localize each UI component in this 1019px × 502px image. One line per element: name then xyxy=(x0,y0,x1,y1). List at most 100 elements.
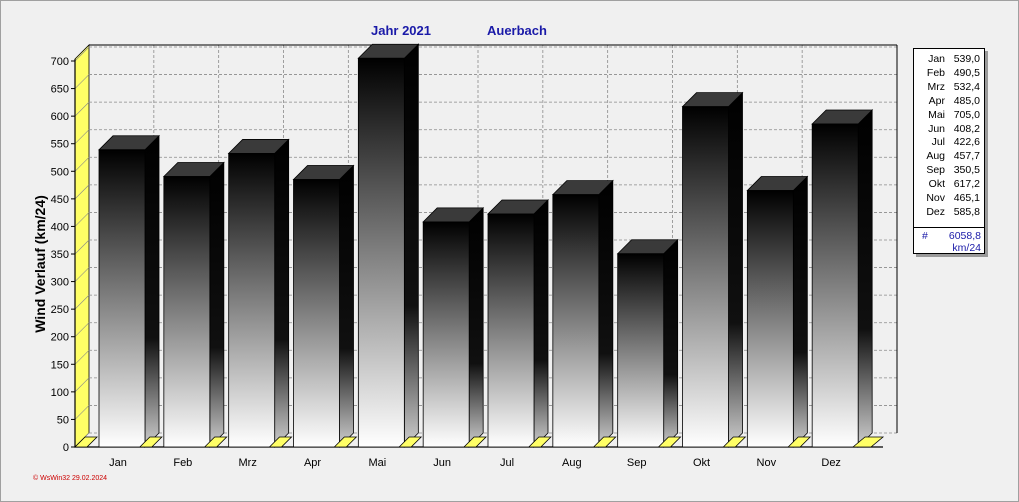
y-tick-label: 200 xyxy=(51,332,69,344)
legend-value: 485,0 xyxy=(953,94,980,107)
legend-row: Feb 490,5 xyxy=(916,67,980,81)
legend-value: 457,7 xyxy=(953,150,980,163)
floor-marker xyxy=(592,436,617,448)
y-gridline-diagonal xyxy=(74,239,90,255)
legend-row: Nov 465,1 xyxy=(916,192,980,206)
legend-row: Okt 617,2 xyxy=(916,178,980,192)
bar-aug xyxy=(552,194,600,448)
legend-value: 490,5 xyxy=(953,66,980,79)
y-gridline-diagonal xyxy=(74,74,90,89)
legend-value: 465,1 xyxy=(953,192,980,204)
x-tick-label: Aug xyxy=(562,457,582,469)
y-gridline-diagonal xyxy=(74,46,90,62)
y-tick-label: 350 xyxy=(51,249,69,261)
bar-side-jul xyxy=(533,199,549,448)
legend-total-symbol: # xyxy=(922,230,928,242)
legend-month: Aug xyxy=(926,150,945,163)
legend-value: 350,5 xyxy=(953,164,980,177)
y-gridline-diagonal xyxy=(74,350,90,365)
legend-row: Jun 408,2 xyxy=(916,123,980,137)
legend-month: Mai xyxy=(928,108,945,121)
legend-value: 617,2 xyxy=(953,178,980,191)
floor-marker xyxy=(463,436,487,448)
plot-left-wall xyxy=(74,44,90,448)
x-tick-label: Nov xyxy=(757,457,777,469)
legend-value: 408,2 xyxy=(953,122,980,135)
y-tick-label: 400 xyxy=(51,221,69,233)
legend-row: Sep 350,5 xyxy=(916,164,980,178)
floor-marker xyxy=(74,436,98,448)
x-tick-label: Feb xyxy=(173,457,192,469)
x-tick-label: Sep xyxy=(627,457,647,469)
floor-marker xyxy=(787,436,812,448)
bar-sep xyxy=(617,253,665,448)
y-gridline-diagonal xyxy=(74,101,90,117)
bar-jul xyxy=(487,213,535,448)
x-tick-label: Jun xyxy=(433,457,451,469)
legend-row: Dez 585,8 xyxy=(916,206,980,220)
bar-side-aug xyxy=(598,179,614,448)
bar-mai xyxy=(357,57,405,448)
bar-side-okt xyxy=(728,91,743,448)
bar-apr xyxy=(293,179,340,448)
x-tick-label: Dez xyxy=(821,457,841,469)
y-tick-label: 550 xyxy=(51,139,69,151)
bar-feb xyxy=(163,176,211,448)
bar-nov xyxy=(746,190,794,448)
chart-title-year: Jahr 2021 xyxy=(371,23,431,38)
legend-month: Mrz xyxy=(927,80,946,93)
bars xyxy=(74,43,885,448)
x-tick-label: Mai xyxy=(368,457,386,469)
bar-side-apr xyxy=(339,164,354,448)
legend-total-unit: km/24 xyxy=(952,242,981,254)
floor-marker xyxy=(722,436,747,448)
x-tick-label: Jul xyxy=(500,457,514,469)
y-gridline-diagonal xyxy=(74,129,90,144)
y-tick-label: 600 xyxy=(51,111,69,123)
floor-marker xyxy=(268,436,293,448)
bar-jan xyxy=(98,149,146,448)
y-gridline-diagonal xyxy=(74,212,90,227)
floor-marker xyxy=(398,436,423,448)
y-gridline-diagonal xyxy=(74,267,90,282)
bar-side-mrz xyxy=(274,138,290,448)
legend-month: Dez xyxy=(926,205,945,218)
legend-month: Jul xyxy=(931,136,945,149)
legend-value: 532,4 xyxy=(953,80,980,93)
footer-copyright: © WsWin32 29.02.2024 xyxy=(33,475,108,482)
legend-month: Feb xyxy=(926,66,945,79)
labels: 0 50 100 150 200 250 300 350 400 450 500 550 600 650 7… xyxy=(32,56,841,469)
x-tick-label: Jan xyxy=(109,457,127,469)
y-tick-label: 100 xyxy=(51,387,69,399)
bar-side-sep xyxy=(663,238,679,448)
floor-marker xyxy=(138,436,163,448)
legend-row: Mai 705,0 xyxy=(916,109,980,123)
y-tick-label: 450 xyxy=(51,194,69,206)
legend-total-value: 6058,8 xyxy=(948,230,981,242)
y-axis-label: Wind Verlauf (km/24) xyxy=(32,195,48,333)
floor-marker xyxy=(527,436,552,448)
y-gridline-diagonal xyxy=(74,157,90,172)
y-tick-label: 250 xyxy=(51,304,69,316)
legend-value: 585,8 xyxy=(953,205,980,218)
bar-side-feb xyxy=(209,161,225,448)
y-tick-label: 500 xyxy=(51,166,69,178)
y-tick-label: 700 xyxy=(51,56,69,68)
y-gridline-diagonal xyxy=(74,184,90,200)
bar-side-nov xyxy=(792,175,808,448)
y-gridline-diagonal xyxy=(74,294,90,310)
legend-value: 539,0 xyxy=(953,53,980,65)
y-gridline-diagonal xyxy=(74,322,90,337)
floor-marker xyxy=(333,436,358,448)
floor-marker xyxy=(851,436,885,448)
legend-month: Apr xyxy=(928,94,945,107)
bar-okt xyxy=(682,106,729,448)
legend-value: 422,6 xyxy=(953,136,980,149)
floor-marker xyxy=(657,436,682,448)
bar-dez xyxy=(811,123,859,448)
legend: Jan 539,0 Feb 490,5 Mrz 532,4 Apr 485,0 Mai 705,0… xyxy=(913,48,985,254)
y-tick-label: 300 xyxy=(51,277,69,289)
y-gridline-diagonal xyxy=(74,377,90,393)
x-tick-label: Mrz xyxy=(239,457,257,469)
